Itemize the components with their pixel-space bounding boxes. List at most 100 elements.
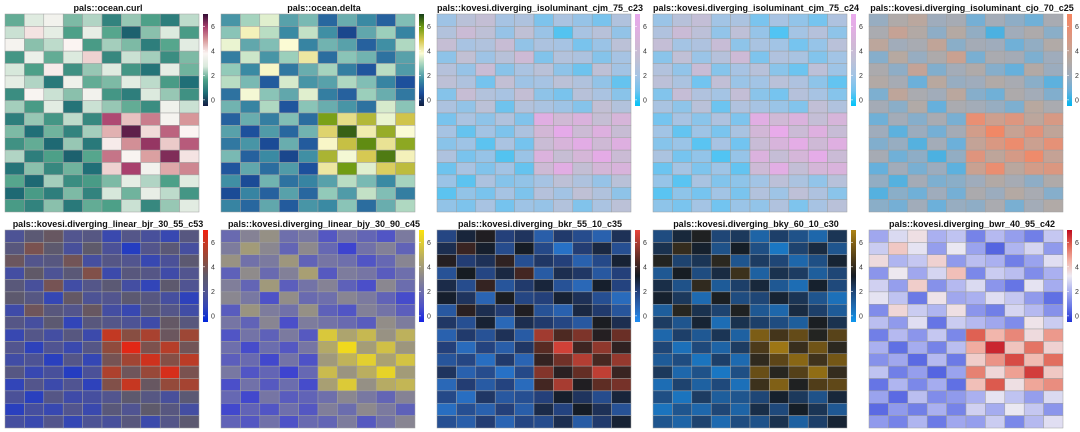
scale-tick-label: 0	[427, 97, 431, 104]
heatmap-cell	[82, 50, 103, 64]
heatmap-cell	[788, 341, 809, 355]
heatmap-cell	[1023, 75, 1044, 89]
heatmap-cell	[82, 174, 103, 188]
heatmap-cell	[436, 390, 457, 404]
heatmap-cell	[43, 266, 64, 280]
heatmap-cell	[907, 279, 928, 293]
heatmap-cell	[652, 328, 673, 342]
heatmap-cell	[298, 403, 319, 416]
heatmap-cell	[298, 365, 319, 379]
heatmap-cell	[475, 415, 496, 429]
heatmap-cell	[121, 242, 142, 256]
heatmap-cell	[788, 328, 809, 342]
heatmap-cell	[591, 353, 612, 367]
heatmap-cell	[730, 378, 751, 392]
heatmap-cell	[1043, 229, 1064, 243]
scale-tick-label: 2	[643, 73, 647, 80]
heatmap-cell	[220, 26, 241, 40]
heatmap-cell	[926, 390, 947, 404]
heatmap-cell	[356, 38, 377, 52]
heatmap-cell	[395, 254, 416, 268]
heatmap-cell	[317, 88, 338, 101]
heatmap-cell	[456, 365, 477, 379]
heatmap-cell	[710, 50, 731, 64]
heatmap-cell	[965, 328, 986, 342]
heatmap-cell	[533, 63, 554, 77]
heatmap-cell	[278, 199, 299, 213]
panel-title: pals::ocean.curl	[73, 3, 143, 13]
heatmap-cell	[259, 279, 280, 293]
heatmap-cell	[807, 316, 828, 330]
heatmap-cell	[672, 75, 693, 89]
heatmap-cell	[769, 174, 790, 188]
heatmap-cell	[652, 162, 673, 176]
heatmap-cell	[179, 341, 200, 355]
heatmap-cell	[591, 137, 612, 151]
heatmap-cell	[926, 26, 947, 40]
heatmap-cell	[456, 63, 477, 77]
heatmap-cell	[591, 50, 612, 64]
heatmap-cell	[730, 38, 751, 52]
heatmap-cell	[317, 328, 338, 342]
heatmap-cell	[475, 75, 496, 89]
heatmap-cell	[572, 390, 593, 404]
heatmap-cell	[356, 316, 377, 330]
heatmap-cell	[159, 174, 180, 188]
heatmap-cell	[769, 149, 790, 163]
scale-tick-label: 4	[643, 264, 647, 271]
heatmap-cell	[278, 13, 299, 27]
heatmap-cell	[514, 149, 535, 163]
heatmap-cell	[43, 162, 64, 176]
heatmap-cell	[868, 112, 889, 126]
heatmap-cell	[220, 365, 241, 379]
heatmap-cell	[888, 415, 909, 429]
heatmap-cell	[62, 304, 83, 317]
heatmap-cell	[946, 328, 967, 342]
heatmap-cell	[514, 328, 535, 342]
heatmap-cell	[375, 254, 396, 268]
heatmap-cell	[985, 112, 1006, 126]
heatmap-cell	[375, 378, 396, 392]
heatmap-cell	[220, 279, 241, 293]
heatmap-cell	[4, 26, 25, 40]
heatmap-cell	[475, 13, 496, 27]
heatmap-cell	[611, 149, 632, 163]
heatmap-cell	[220, 187, 241, 200]
heatmap-panel: pals::kovesi.diverging_linear_bjy_30_90_…	[216, 216, 432, 432]
heatmap-cell	[1004, 304, 1025, 317]
heatmap-cell	[553, 365, 574, 379]
heatmap-cell	[121, 328, 142, 342]
heatmap-cell	[159, 378, 180, 392]
heatmap-cell	[926, 75, 947, 89]
heatmap-cell	[533, 390, 554, 404]
heatmap-cell	[827, 137, 848, 151]
heatmap-cell	[179, 403, 200, 416]
heatmap-cell	[807, 38, 828, 52]
heatmap-cell	[24, 390, 45, 404]
heatmap-cell	[514, 162, 535, 176]
heatmap-cell	[514, 229, 535, 243]
heatmap-cell	[807, 365, 828, 379]
heatmap-cell	[1043, 254, 1064, 268]
heatmap-cell	[710, 63, 731, 77]
heatmap-cell	[1043, 125, 1064, 139]
heatmap-cell	[259, 316, 280, 330]
heatmap-cell	[494, 50, 515, 64]
heatmap-cell	[337, 13, 358, 27]
heatmap-cell	[179, 75, 200, 89]
heatmap-cell	[710, 199, 731, 213]
heatmap-cell	[907, 254, 928, 268]
heatmap-cell	[240, 137, 261, 151]
heatmap-cell	[591, 316, 612, 330]
scale-tick-label: 2	[211, 73, 215, 80]
heatmap-cell	[159, 291, 180, 305]
heatmap-cell	[337, 242, 358, 256]
heatmap-cell	[140, 38, 161, 52]
heatmap-cell	[652, 365, 673, 379]
heatmap-cell	[356, 403, 377, 416]
heatmap-cell	[926, 88, 947, 101]
heatmap-cell	[278, 353, 299, 367]
heatmap-cell	[691, 112, 712, 126]
